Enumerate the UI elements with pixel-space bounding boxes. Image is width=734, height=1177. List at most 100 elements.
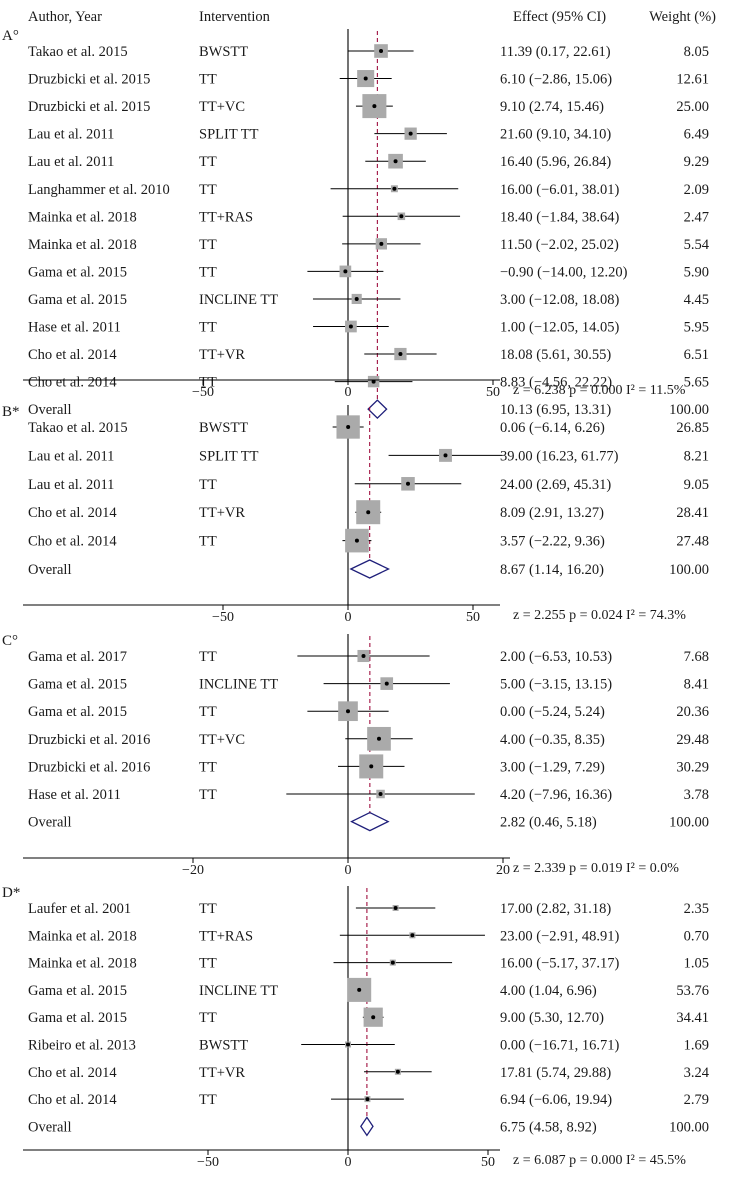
x-tick-label: 0 [345,1155,352,1170]
weight-text: 3.24 [684,1065,710,1081]
point-estimate [378,792,383,796]
study-label: Lau et al. 2011 [28,477,114,493]
weight-text: 20.36 [676,704,709,720]
intervention-label: SPLIT TT [199,448,259,464]
weight-text: 2.79 [684,1092,709,1108]
intervention-label: TT [199,956,217,972]
study-label: Takao et al. 2015 [28,44,128,60]
overall-label: Overall [28,402,71,418]
effect-ci-text: 3.57 (−2.22, 9.36) [500,534,605,550]
point-estimate [354,296,359,301]
weight-text: 2.47 [684,209,709,225]
study-label: Cho et al. 2014 [28,1092,117,1108]
intervention-label: TT [199,759,217,775]
intervention-label: TT [199,375,217,391]
effect-ci-text: 2.00 (−6.53, 10.53) [500,649,612,665]
weight-text: 8.21 [684,448,709,464]
point-estimate [379,241,384,246]
study-label: Gama et al. 2017 [28,649,127,665]
effect-ci-text: 1.00 (−12.05, 14.05) [500,320,620,336]
panel-label: A° [2,28,19,44]
weight-text: 1.69 [684,1038,709,1054]
point-estimate [354,538,359,543]
weight-text: 6.51 [684,347,709,363]
overall-effect-ci-text: 8.67 (1.14, 16.20) [500,562,604,578]
overall-diamond [349,559,391,579]
point-estimate [372,104,377,109]
point-estimate [390,960,395,965]
weight-text: 28.41 [676,505,709,521]
header-study: Author, Year [28,9,102,25]
effect-ci-text: 18.40 (−1.84, 38.64) [500,209,620,225]
overall-diamond [350,811,390,832]
effect-ci-text: 23.00 (−2.91, 48.91) [500,928,620,944]
x-tick-label: 50 [486,385,500,400]
effect-ci-text: 6.10 (−2.86, 15.06) [500,72,612,88]
weight-text: 29.48 [676,732,709,748]
effect-ci-text: 39.00 (16.23, 61.77) [500,448,619,464]
effect-ci-text: 0.06 (−6.14, 6.26) [500,420,605,436]
overall-weight-text: 100.00 [669,402,709,418]
forest-panel: D* Laufer et al. 2001 TT 17.00 (2.82, 31.18… [2,885,710,1170]
study-label: Druzbicki et al. 2016 [28,732,150,748]
point-estimate [365,1097,370,1102]
x-tick-label: 0 [345,610,352,625]
study-label: Cho et al. 2014 [28,347,117,363]
column-header: Author, Year Intervention Effect (95% CI… [28,9,716,25]
intervention-label: TT+VR [199,505,245,521]
weight-text: 53.76 [676,983,709,999]
point-estimate [406,481,410,486]
effect-ci-text: 18.08 (5.61, 30.55) [500,347,611,363]
study-label: Mainka et al. 2018 [28,209,137,225]
study-label: Takao et al. 2015 [28,420,128,436]
overall-effect-ci-text: 6.75 (4.58, 8.92) [500,1119,597,1135]
x-tick-label: 50 [481,1155,495,1170]
weight-text: 5.95 [684,320,709,336]
panel-label: B* [2,404,20,420]
point-estimate [410,933,415,938]
weight-text: 1.05 [684,956,709,972]
effect-ci-text: −0.90 (−14.00, 12.20) [500,264,628,280]
header-weight: Weight (%) [649,9,716,25]
intervention-label: TT+VC [199,99,245,115]
intervention-label: TT+VR [199,1065,245,1081]
effect-ci-text: 3.00 (−12.08, 18.08) [500,292,620,308]
point-estimate [384,681,389,686]
heterogeneity-stats: z = 6.087 p = 0.000 I² = 45.5% [513,1153,686,1168]
overall-label: Overall [28,815,71,831]
effect-ci-text: 4.00 (−0.35, 8.35) [500,732,605,748]
study-label: Gama et al. 2015 [28,292,127,308]
study-label: Gama et al. 2015 [28,1010,127,1026]
x-tick-label: 0 [345,863,352,878]
weight-text: 3.78 [684,787,709,803]
weight-text: 5.90 [684,264,709,280]
study-label: Cho et al. 2014 [28,375,117,391]
point-estimate [443,453,448,458]
weight-text: 26.85 [676,420,709,436]
intervention-label: TT [199,1010,217,1026]
weight-text: 9.29 [684,154,709,170]
overall-label: Overall [28,1119,71,1135]
intervention-label: TT [199,182,217,198]
intervention-label: INCLINE TT [199,677,278,693]
point-estimate [366,510,371,515]
effect-ci-text: 4.00 (1.04, 6.96) [500,983,597,999]
point-estimate [346,1042,350,1047]
overall-effect-ci-text: 10.13 (6.95, 13.31) [500,402,611,418]
heterogeneity-stats: z = 6.238 p = 0.000 I² = 11.5% [513,383,686,398]
intervention-label: INCLINE TT [199,292,278,308]
point-estimate [395,1069,400,1074]
forest-panel: C° Gama et al. 2017 TT 2.00 (−6.53, 10.53) 7… [2,633,709,878]
effect-ci-text: 0.00 (−16.71, 16.71) [500,1038,620,1054]
intervention-label: TT [199,901,217,917]
weight-text: 9.05 [684,477,709,493]
weight-text: 25.00 [676,99,709,115]
x-tick-label: −50 [212,610,234,625]
study-label: Mainka et al. 2018 [28,237,137,253]
forest-panel: B* Takao et al. 2015 BWSTT 0.06 (−6.14, 6.2… [2,404,709,625]
intervention-label: SPLIT TT [199,127,259,143]
study-label: Ribeiro et al. 2013 [28,1038,136,1054]
intervention-label: TT [199,704,217,720]
overall-label: Overall [28,562,71,578]
